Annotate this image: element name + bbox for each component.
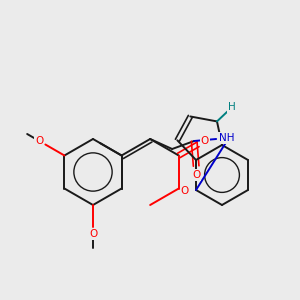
Text: O: O (192, 170, 200, 180)
Text: O: O (201, 136, 209, 146)
Text: O: O (181, 187, 189, 196)
Text: O: O (35, 136, 44, 146)
Text: NH: NH (219, 133, 235, 143)
Text: H: H (228, 102, 236, 112)
Text: O: O (89, 229, 97, 239)
